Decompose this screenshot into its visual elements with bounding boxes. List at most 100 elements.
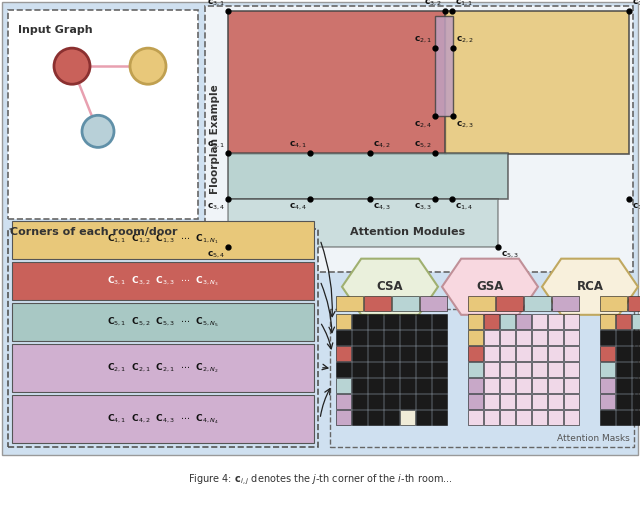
- Bar: [435, 16, 453, 116]
- Bar: [400, 346, 415, 361]
- Bar: [616, 330, 631, 345]
- Text: $\mathbf{c}_{5,1}$: $\mathbf{c}_{5,1}$: [207, 140, 225, 150]
- Bar: [368, 378, 383, 393]
- Bar: [416, 314, 431, 329]
- Bar: [468, 346, 483, 361]
- Bar: [600, 378, 615, 393]
- Bar: [368, 394, 383, 409]
- Text: $\mathbf{c}_{3,2}$: $\mathbf{c}_{3,2}$: [424, 0, 442, 8]
- Bar: [600, 314, 615, 329]
- Bar: [228, 11, 446, 154]
- Bar: [616, 362, 631, 377]
- Text: $\mathbf{c}_{1,3}$: $\mathbf{c}_{1,3}$: [632, 202, 640, 212]
- Bar: [432, 378, 447, 393]
- Bar: [484, 362, 499, 377]
- Bar: [432, 394, 447, 409]
- Polygon shape: [342, 259, 438, 315]
- Bar: [628, 296, 640, 311]
- Bar: [600, 394, 615, 409]
- Text: $\mathbf{C}_{1,1}$  $\mathbf{C}_{1,2}$  $\mathbf{C}_{1,3}$  $\cdots$  $\mathbf{C: $\mathbf{C}_{1,1}$ $\mathbf{C}_{1,2}$ $\…: [107, 233, 219, 246]
- Bar: [336, 330, 351, 345]
- Bar: [468, 362, 483, 377]
- Bar: [484, 314, 499, 329]
- Bar: [496, 296, 523, 311]
- Bar: [548, 330, 563, 345]
- Bar: [384, 330, 399, 345]
- Bar: [484, 330, 499, 345]
- Bar: [468, 394, 483, 409]
- Bar: [516, 362, 531, 377]
- Text: $\mathbf{c}_{4,4}$: $\mathbf{c}_{4,4}$: [289, 202, 307, 212]
- Bar: [416, 330, 431, 345]
- Bar: [484, 378, 499, 393]
- Bar: [632, 346, 640, 361]
- Text: $\mathbf{c}_{5,2}$: $\mathbf{c}_{5,2}$: [414, 140, 432, 150]
- Bar: [445, 11, 629, 154]
- Bar: [468, 410, 483, 425]
- Bar: [8, 229, 318, 447]
- Circle shape: [82, 115, 114, 147]
- Bar: [564, 314, 579, 329]
- Bar: [432, 314, 447, 329]
- Bar: [632, 330, 640, 345]
- Bar: [484, 394, 499, 409]
- Bar: [548, 346, 563, 361]
- Bar: [352, 410, 367, 425]
- Circle shape: [54, 48, 90, 84]
- Bar: [548, 378, 563, 393]
- Bar: [532, 346, 547, 361]
- Bar: [330, 309, 634, 447]
- Bar: [552, 296, 579, 311]
- Text: GSA: GSA: [476, 280, 504, 293]
- Bar: [532, 378, 547, 393]
- Bar: [368, 330, 383, 345]
- Bar: [632, 314, 640, 329]
- Text: $\mathbf{c}_{2,3}$: $\mathbf{c}_{2,3}$: [456, 119, 474, 130]
- Bar: [416, 410, 431, 425]
- Text: $\mathbf{c}_{5,4}$: $\mathbf{c}_{5,4}$: [207, 249, 225, 260]
- Bar: [432, 330, 447, 345]
- Bar: [205, 6, 633, 272]
- Text: $\mathbf{c}_{1,1}$: $\mathbf{c}_{1,1}$: [455, 0, 473, 8]
- Bar: [352, 378, 367, 393]
- Bar: [368, 314, 383, 329]
- Bar: [500, 330, 515, 345]
- Bar: [352, 314, 367, 329]
- Bar: [500, 346, 515, 361]
- Bar: [468, 296, 495, 311]
- Bar: [12, 220, 314, 259]
- Bar: [432, 410, 447, 425]
- Text: Figure 4: $\mathbf{c}_{i,j}$ denotes the $j$-th corner of the $i$-th room...: Figure 4: $\mathbf{c}_{i,j}$ denotes the…: [188, 473, 452, 487]
- Bar: [524, 296, 551, 311]
- Text: Corners of each room/door: Corners of each room/door: [10, 227, 177, 237]
- Bar: [416, 346, 431, 361]
- Bar: [516, 378, 531, 393]
- Text: $\mathbf{c}_{3,4}$: $\mathbf{c}_{3,4}$: [207, 202, 225, 212]
- Bar: [564, 378, 579, 393]
- Text: $\mathbf{c}_{4,1}$: $\mathbf{c}_{4,1}$: [289, 140, 307, 150]
- Bar: [368, 346, 383, 361]
- Bar: [400, 330, 415, 345]
- Text: $\mathbf{c}_{2,4}$: $\mathbf{c}_{2,4}$: [413, 119, 432, 130]
- Text: $\mathbf{c}_{1,2}$: $\mathbf{c}_{1,2}$: [632, 0, 640, 8]
- Text: $\mathbf{C}_{2,1}$  $\mathbf{C}_{2,1}$  $\mathbf{C}_{2,1}$  $\cdots$  $\mathbf{C: $\mathbf{C}_{2,1}$ $\mathbf{C}_{2,1}$ $\…: [107, 361, 219, 375]
- Text: $\mathbf{C}_{5,1}$  $\mathbf{C}_{5,2}$  $\mathbf{C}_{5,3}$  $\cdots$  $\mathbf{C: $\mathbf{C}_{5,1}$ $\mathbf{C}_{5,2}$ $\…: [107, 315, 219, 329]
- Bar: [564, 346, 579, 361]
- Text: $\mathbf{c}_{5,3}$: $\mathbf{c}_{5,3}$: [501, 249, 519, 260]
- Bar: [12, 303, 314, 341]
- Bar: [500, 362, 515, 377]
- Bar: [228, 153, 508, 199]
- Bar: [336, 362, 351, 377]
- Text: CSA: CSA: [377, 280, 403, 293]
- Text: Floorplan Example: Floorplan Example: [210, 84, 220, 194]
- Bar: [432, 362, 447, 377]
- Bar: [564, 330, 579, 345]
- Bar: [400, 314, 415, 329]
- Bar: [368, 362, 383, 377]
- Bar: [336, 346, 351, 361]
- Bar: [532, 314, 547, 329]
- Bar: [632, 362, 640, 377]
- Bar: [336, 314, 351, 329]
- Bar: [420, 296, 447, 311]
- Text: $\mathbf{c}_{2,1}$: $\mathbf{c}_{2,1}$: [414, 35, 432, 45]
